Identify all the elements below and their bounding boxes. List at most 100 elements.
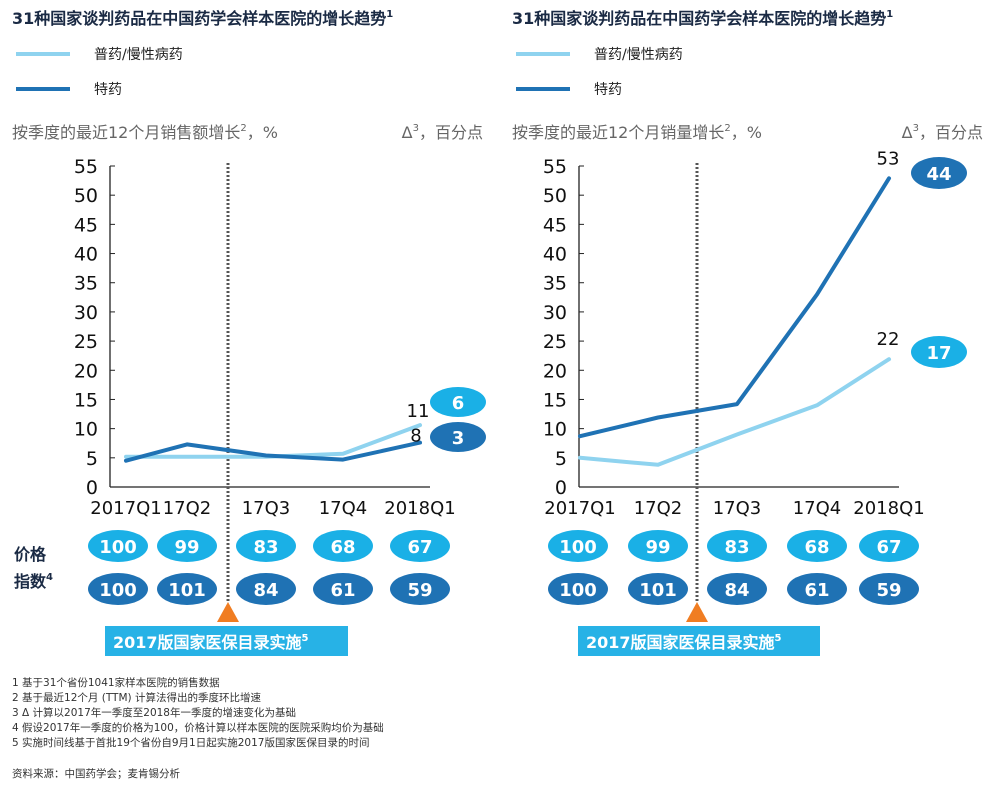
- price-index-value: 83: [253, 537, 278, 558]
- y-axis-label: 按季度的最近12个月销售额增长2，%: [12, 123, 278, 142]
- price-index-value: 59: [407, 580, 432, 601]
- y-tick-label: 40: [74, 244, 98, 266]
- end-value-label: 22: [877, 329, 900, 350]
- price-index-value: 59: [876, 580, 901, 601]
- price-index-value: 99: [174, 537, 199, 558]
- x-tick-label: 2017Q1: [90, 498, 161, 519]
- y-tick-label: 5: [86, 448, 98, 470]
- event-banner: [578, 626, 820, 656]
- y-tick-label: 25: [74, 331, 98, 353]
- price-index-value: 61: [804, 580, 829, 601]
- legend-label-2: 特药: [94, 82, 122, 98]
- price-index-value: 84: [253, 580, 278, 601]
- y-tick-label: 50: [543, 185, 567, 207]
- legend-label-1: 普药/慢性病药: [94, 46, 183, 63]
- x-tick-label: 17Q3: [242, 498, 291, 519]
- price-index-bubble: [313, 530, 373, 562]
- x-tick-label: 2018Q1: [384, 498, 455, 519]
- end-value-label: 8: [410, 426, 421, 447]
- x-tick-label: 17Q2: [163, 498, 212, 519]
- price-index-bubble: [157, 573, 217, 605]
- x-tick-label: 17Q4: [319, 498, 368, 519]
- y-tick-label: 10: [74, 419, 98, 441]
- legend-label-1: 普药/慢性病药: [594, 46, 683, 63]
- delta-bubble: [911, 336, 967, 368]
- y-tick-label: 15: [543, 389, 567, 411]
- y-tick-label: 20: [74, 360, 98, 382]
- event-banner: [105, 626, 348, 656]
- y-tick-label: 35: [74, 273, 98, 295]
- footnote-3: 3 Δ 计算以2017年一季度至2018年一季度的增速变化为基础: [12, 707, 296, 719]
- price-index-bubble: [787, 530, 847, 562]
- price-index-value: 83: [724, 537, 749, 558]
- price-index-bubble: [859, 573, 919, 605]
- y-tick-label: 25: [543, 331, 567, 353]
- y-tick-label: 45: [543, 214, 567, 236]
- price-index-bubble: [390, 573, 450, 605]
- price-index-bubble: [628, 573, 688, 605]
- x-tick-label: 17Q3: [713, 498, 762, 519]
- event-triangle: [217, 602, 239, 622]
- price-index-value: 100: [99, 537, 137, 558]
- price-index-bubble: [88, 573, 148, 605]
- end-value-label: 11: [407, 401, 430, 422]
- delta-value: 3: [452, 428, 465, 449]
- price-index-value: 61: [330, 580, 355, 601]
- y-tick-label: 20: [543, 360, 567, 382]
- price-index-value: 100: [99, 580, 137, 601]
- price-index-bubble: [859, 530, 919, 562]
- chart-title: 31种国家谈判药品在中国药学会样本医院的增长趋势1: [12, 9, 393, 28]
- delta-value: 17: [926, 343, 951, 364]
- price-index-bubble: [628, 530, 688, 562]
- price-index-bubble: [157, 530, 217, 562]
- price-index-bubble: [707, 530, 767, 562]
- delta-bubble: [911, 157, 967, 189]
- price-index-value: 100: [559, 580, 597, 601]
- y-axis-label: 按季度的最近12个月销量增长2，%: [512, 123, 762, 142]
- y-tick-label: 50: [74, 185, 98, 207]
- source-note: 资料来源：中国药学会；麦肯锡分析: [12, 768, 180, 780]
- y-tick-label: 40: [543, 244, 567, 266]
- y-tick-label: 10: [543, 419, 567, 441]
- price-index-bubble: [787, 573, 847, 605]
- price-index-value: 68: [804, 537, 829, 558]
- delta-bubble: [430, 387, 486, 417]
- price-index-value: 99: [645, 537, 670, 558]
- price-index-label-line1: 价格: [14, 545, 47, 564]
- series-line-2: [124, 440, 422, 463]
- end-value-label: 53: [877, 148, 900, 169]
- price-index-value: 67: [407, 537, 432, 558]
- footnote-2: 2 基于最近12个月 (TTM) 计算法得出的季度环比增速: [12, 692, 261, 704]
- price-index-label-line2: 指数4: [14, 572, 53, 591]
- event-banner-label: 2017版国家医保目录实施5: [586, 633, 782, 652]
- x-tick-label: 17Q2: [634, 498, 683, 519]
- series-line-1: [578, 357, 891, 467]
- x-tick-label: 2018Q1: [853, 498, 924, 519]
- price-index-value: 101: [168, 580, 206, 601]
- y-tick-label: 0: [555, 477, 567, 499]
- price-index-bubble: [313, 573, 373, 605]
- price-index-bubble: [236, 530, 296, 562]
- y-tick-label: 30: [543, 302, 567, 324]
- y-tick-label: 0: [86, 477, 98, 499]
- footnote-1: 1 基于31个省份1041家样本医院的销售数据: [12, 677, 220, 689]
- delta-axis-label: Δ3，百分点: [902, 123, 983, 142]
- y-tick-label: 45: [74, 214, 98, 236]
- x-tick-label: 17Q4: [793, 498, 842, 519]
- price-index-bubble: [548, 573, 608, 605]
- chart-title: 31种国家谈判药品在中国药学会样本医院的增长趋势1: [512, 9, 893, 28]
- price-index-value: 100: [559, 537, 597, 558]
- y-tick-label: 35: [543, 273, 567, 295]
- y-tick-label: 5: [555, 448, 567, 470]
- y-tick-label: 15: [74, 389, 98, 411]
- price-index-value: 68: [330, 537, 355, 558]
- price-index-bubble: [236, 573, 296, 605]
- delta-value: 6: [452, 393, 465, 414]
- legend-label-2: 特药: [594, 82, 622, 98]
- x-tick-label: 2017Q1: [544, 498, 615, 519]
- delta-axis-label: Δ3，百分点: [402, 123, 483, 142]
- series-line-2: [578, 176, 891, 439]
